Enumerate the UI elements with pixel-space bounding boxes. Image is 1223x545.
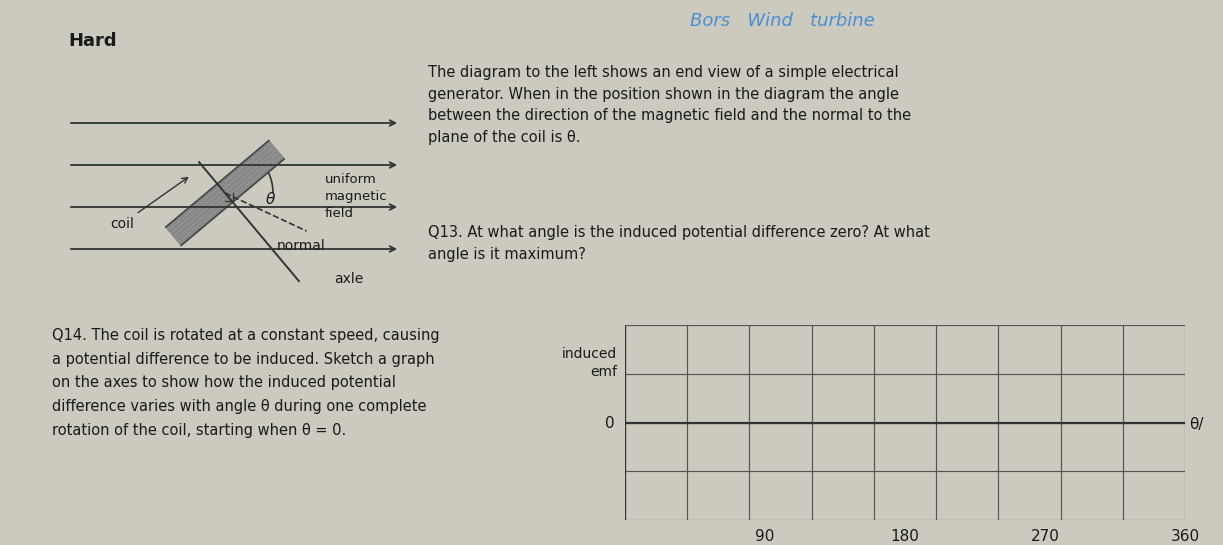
Text: induced: induced — [561, 347, 616, 361]
Text: θ/: θ/ — [1189, 417, 1203, 433]
Text: uniform
magnetic
field: uniform magnetic field — [325, 173, 388, 220]
Text: axle: axle — [334, 272, 363, 286]
Text: θ: θ — [265, 191, 275, 207]
Text: Hard: Hard — [68, 32, 116, 50]
Text: Q13. At what angle is the induced potential difference zero? At what
angle is it: Q13. At what angle is the induced potent… — [428, 225, 929, 262]
Text: The diagram to the left shows an end view of a simple electrical
generator. When: The diagram to the left shows an end vie… — [428, 65, 911, 145]
Text: coil: coil — [110, 178, 187, 231]
Text: normal: normal — [278, 239, 327, 253]
Text: Bors   Wind   turbine: Bors Wind turbine — [690, 12, 874, 30]
Text: Q14. The coil is rotated at a constant speed, causing
a potential difference to : Q14. The coil is rotated at a constant s… — [53, 328, 439, 438]
Text: emf: emf — [589, 365, 616, 379]
